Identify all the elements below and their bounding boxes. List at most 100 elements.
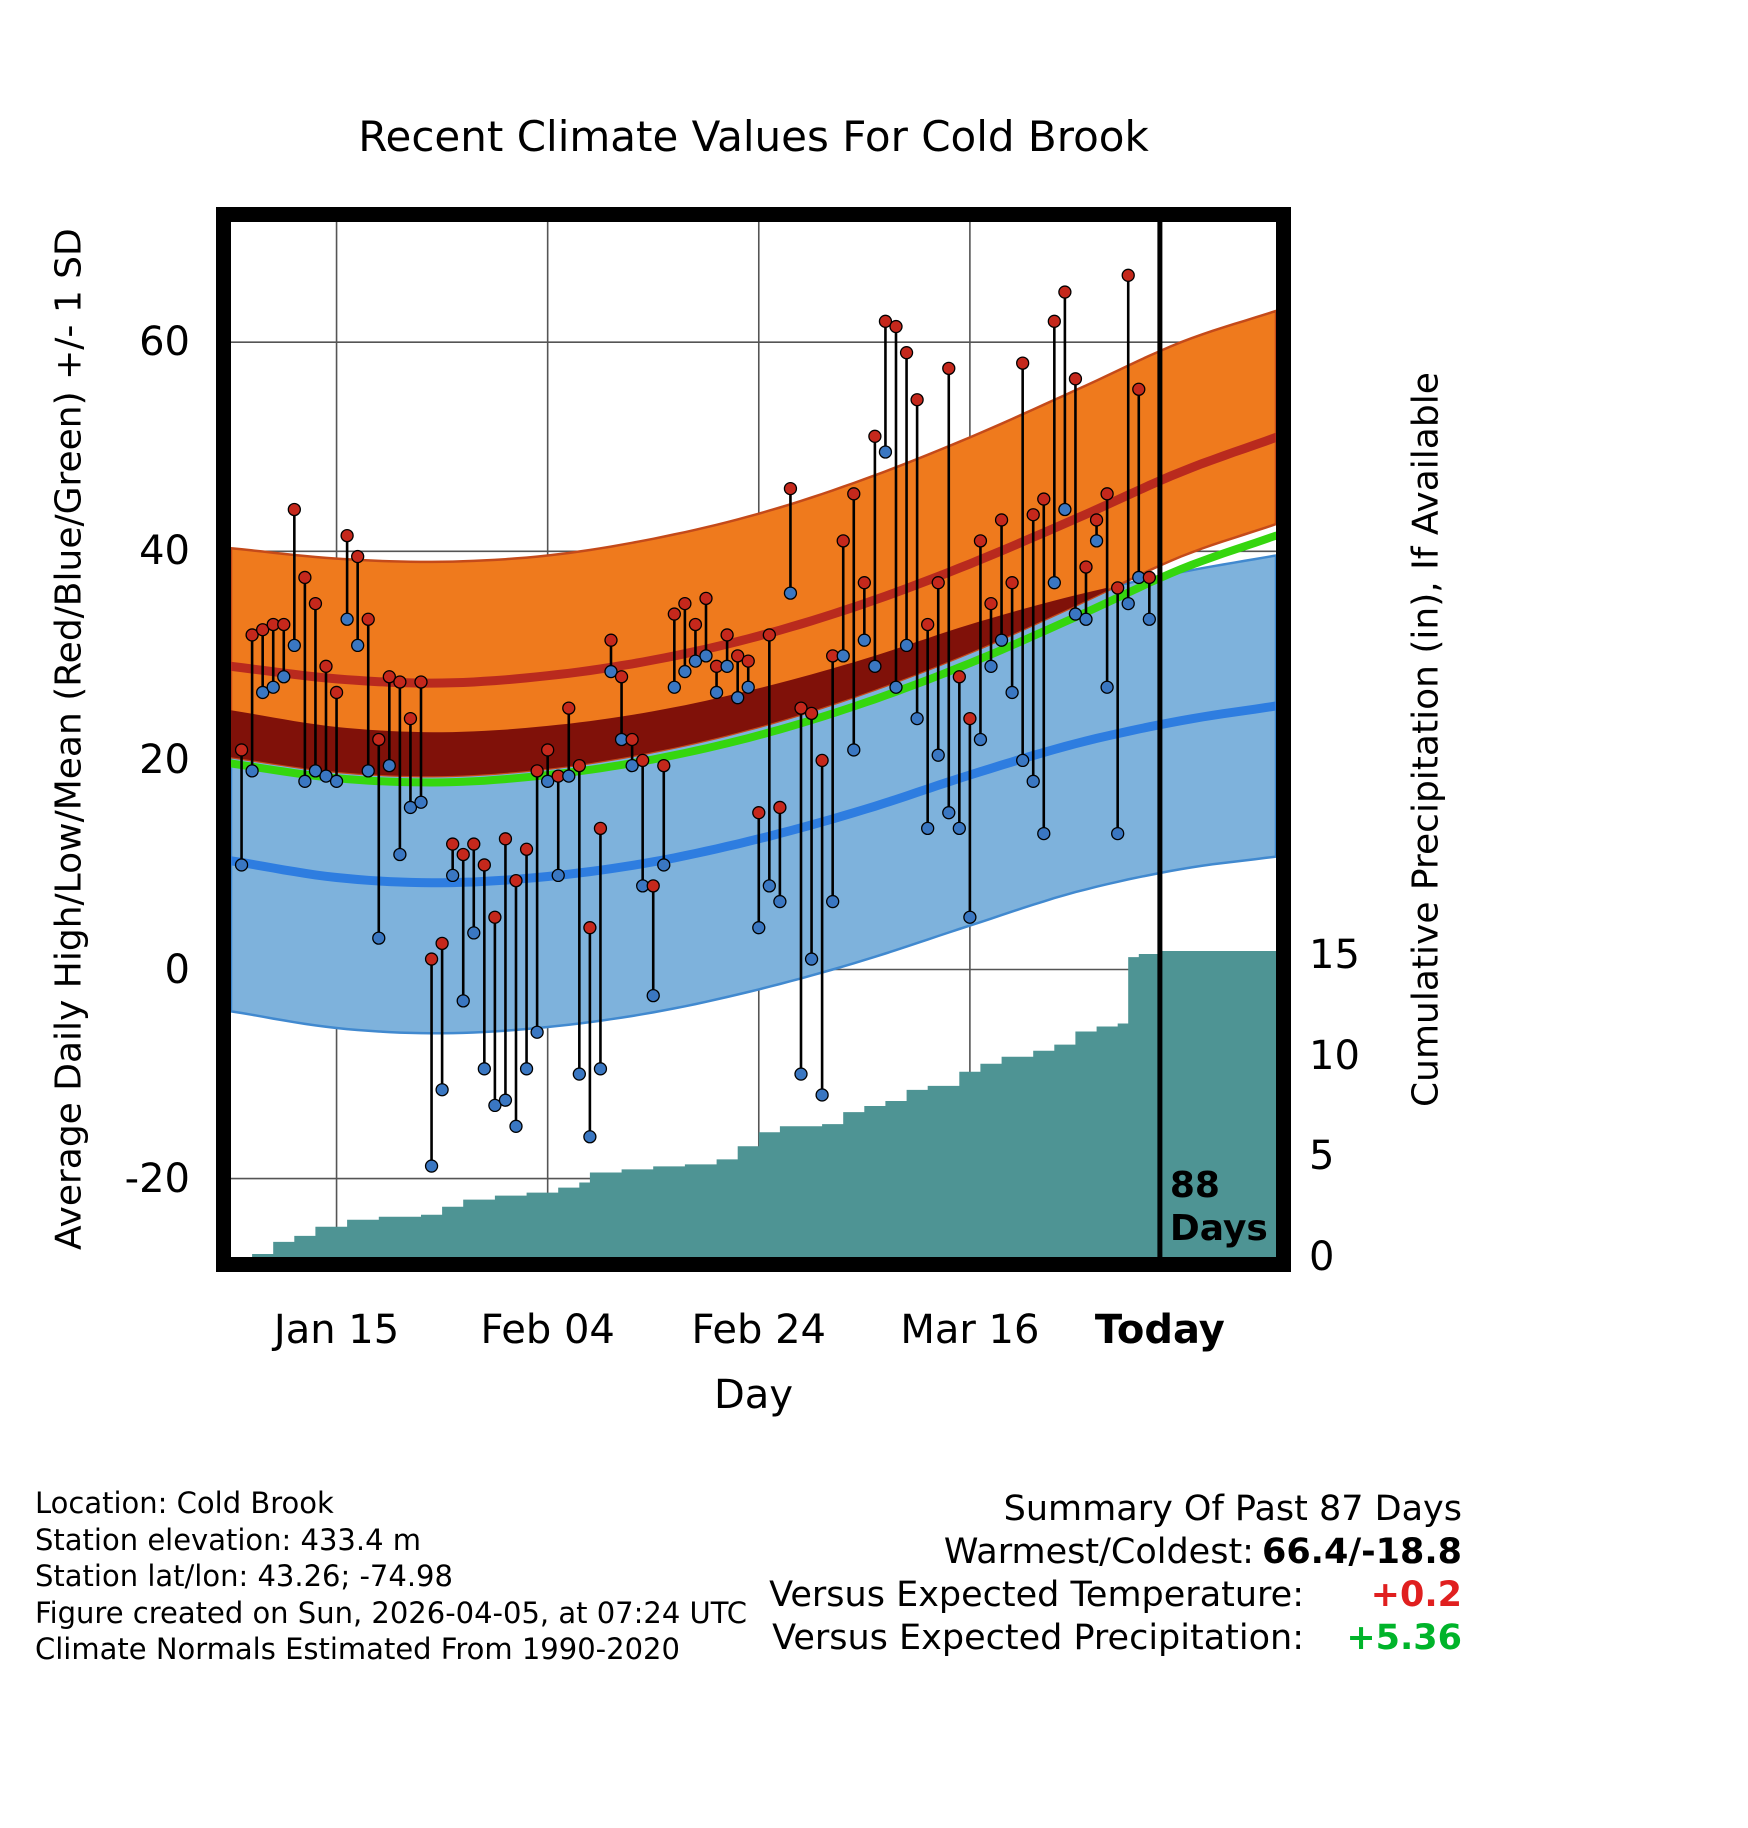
daily-low-dot — [298, 774, 312, 788]
daily-high-dot — [509, 873, 523, 888]
daily-high-dot — [910, 393, 924, 407]
daily-high-dot — [245, 628, 259, 642]
daily-low-dot — [393, 847, 407, 862]
daily-low-dot — [804, 952, 819, 966]
figure-created: Figure created on Sun, 2026-04-05, at 07… — [35, 1595, 748, 1630]
daily-low-dot — [826, 894, 840, 909]
daily-low-dot — [1026, 774, 1040, 788]
daily-low-dot — [1111, 826, 1125, 841]
daily-low-dot — [942, 806, 956, 820]
daily-low-dot — [593, 1062, 608, 1076]
daily-low-dot — [699, 649, 713, 663]
daily-high-dot — [340, 528, 354, 543]
daily-low-dot — [847, 743, 861, 757]
daily-high-dot — [351, 549, 365, 564]
daily-low-dot — [1089, 534, 1104, 548]
daily-high-dot — [625, 732, 639, 747]
daily-low-dot — [720, 659, 734, 673]
daily-low-dot — [467, 926, 481, 940]
daily-high-dot — [308, 596, 323, 611]
daily-low-dot — [931, 748, 945, 762]
daily-low-dot — [731, 691, 745, 705]
daily-high-dot — [963, 711, 977, 726]
plot-canvas: 88 Days — [231, 222, 1276, 1257]
summary-label: Warmest/Coldest: — [943, 1532, 1254, 1572]
daily-low-dot — [868, 659, 882, 673]
daily-low-dot — [1121, 596, 1135, 611]
daily-high-dot — [1100, 487, 1114, 501]
y-right-tick-label: 0 — [1309, 1234, 1335, 1280]
daily-low-dot — [266, 680, 280, 694]
daily-low-dot — [741, 680, 755, 694]
daily-low-dot — [382, 758, 396, 773]
chart-title: Recent Climate Values For Cold Brook — [358, 112, 1149, 161]
daily-low-dot — [319, 769, 333, 783]
y-right-tick-label: 5 — [1309, 1133, 1335, 1180]
daily-low-dot — [973, 732, 988, 747]
daily-low-dot — [403, 800, 418, 815]
daily-low-dot — [435, 1083, 449, 1097]
daily-low-dot — [256, 685, 270, 700]
daily-low-dot — [709, 685, 724, 700]
daily-low-dot — [329, 774, 344, 788]
band-overlap — [231, 587, 1108, 777]
daily-high-dot — [1089, 513, 1104, 527]
x-axis-label: Day — [714, 1372, 793, 1418]
daily-high-dot — [646, 879, 660, 893]
daily-high-dot — [1016, 356, 1030, 370]
daily-high-dot — [329, 685, 344, 700]
daily-high-dot — [488, 910, 502, 924]
daily-low-dot — [921, 821, 935, 836]
daily-low-dot — [234, 858, 249, 872]
daily-high-dot — [456, 847, 470, 862]
daily-high-dot — [298, 570, 312, 585]
daily-high-dot — [857, 576, 871, 590]
daily-high-dot — [667, 607, 681, 621]
daily-low-dot — [308, 764, 323, 778]
daily-high-dot — [942, 361, 956, 376]
y-right-tick-label: 10 — [1309, 1032, 1360, 1079]
daily-low-dot — [488, 1098, 502, 1113]
daily-low-dot — [340, 612, 354, 626]
daily-low-dot — [762, 879, 776, 893]
daily-high-dot — [878, 314, 893, 328]
daily-low-dot — [509, 1119, 523, 1133]
daily-low-dot — [604, 664, 618, 679]
daily-high-dot — [699, 591, 713, 606]
daily-high-dot — [530, 764, 544, 778]
station-latlon: Station lat/lon: 43.26; -74.98 — [35, 1559, 453, 1593]
low-mean-line — [231, 701, 1276, 888]
daily-high-dot — [636, 753, 650, 768]
daily-high-dot — [973, 534, 988, 548]
y-left-tick-label: 20 — [139, 737, 190, 784]
daily-low-dot — [361, 764, 375, 778]
daily-low-dot — [857, 633, 871, 647]
daily-low-dot — [572, 1067, 586, 1081]
right-axis-label: Cumulative Precipitation (in), If Availa… — [1405, 372, 1447, 1107]
x-tick-label: Mar 16 — [900, 1307, 1040, 1353]
daily-high-dot — [1037, 492, 1051, 506]
y-left-tick-label: -20 — [124, 1155, 190, 1202]
daily-low-dot — [1100, 680, 1114, 694]
daily-low-dot — [910, 711, 924, 726]
daily-high-dot — [1047, 314, 1061, 328]
daily-low-dot — [583, 1130, 597, 1144]
summary-label: Versus Expected Precipitation: — [772, 1618, 1304, 1658]
daily-low-dot — [963, 910, 977, 924]
daily-low-dot — [625, 758, 639, 773]
daily-high-dot — [847, 487, 861, 501]
daily-low-dot — [752, 921, 766, 935]
daily-high-dot — [424, 952, 439, 966]
daily-high-dot — [984, 596, 998, 611]
daily-low-dot — [657, 858, 671, 872]
daily-low-dot — [688, 654, 703, 668]
climate-normals-note: Climate Normals Estimated From 1990-2020 — [35, 1632, 680, 1666]
daily-low-dot — [562, 769, 576, 783]
daily-high-dot — [752, 806, 766, 820]
y-left-tick-label: 40 — [139, 528, 190, 575]
daily-high-dot — [657, 758, 671, 773]
daily-high-dot — [720, 628, 734, 642]
summary-panel: Summary Of Past 87 Days Warmest/Coldest:… — [769, 1488, 1462, 1660]
daily-low-dot — [245, 764, 259, 778]
